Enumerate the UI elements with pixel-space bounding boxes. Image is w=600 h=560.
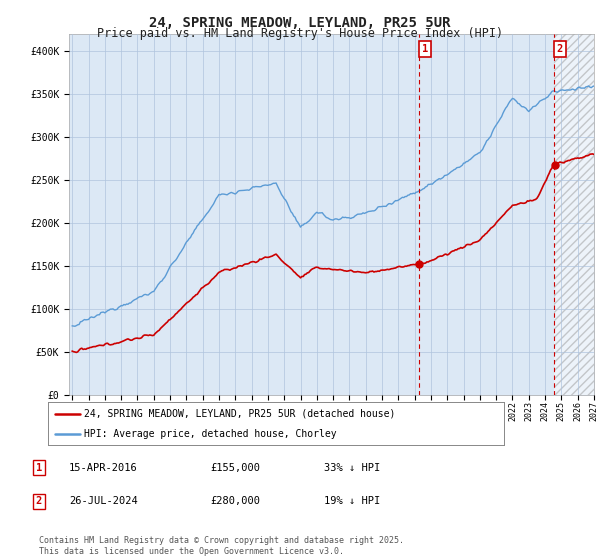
Text: 1: 1 [36,463,42,473]
Text: £155,000: £155,000 [210,463,260,473]
Text: Contains HM Land Registry data © Crown copyright and database right 2025.
This d: Contains HM Land Registry data © Crown c… [39,536,404,556]
Text: 2: 2 [557,44,563,54]
Text: 24, SPRING MEADOW, LEYLAND, PR25 5UR (detached house): 24, SPRING MEADOW, LEYLAND, PR25 5UR (de… [85,409,396,419]
Text: Price paid vs. HM Land Registry's House Price Index (HPI): Price paid vs. HM Land Registry's House … [97,27,503,40]
Bar [554,34,594,395]
Text: 33% ↓ HPI: 33% ↓ HPI [324,463,380,473]
Text: 2: 2 [36,496,42,506]
Text: 19% ↓ HPI: 19% ↓ HPI [324,496,380,506]
Text: £280,000: £280,000 [210,496,260,506]
Text: 1: 1 [422,44,428,54]
Text: 15-APR-2016: 15-APR-2016 [69,463,138,473]
Text: 24, SPRING MEADOW, LEYLAND, PR25 5UR: 24, SPRING MEADOW, LEYLAND, PR25 5UR [149,16,451,30]
Text: 26-JUL-2024: 26-JUL-2024 [69,496,138,506]
Text: HPI: Average price, detached house, Chorley: HPI: Average price, detached house, Chor… [85,430,337,439]
